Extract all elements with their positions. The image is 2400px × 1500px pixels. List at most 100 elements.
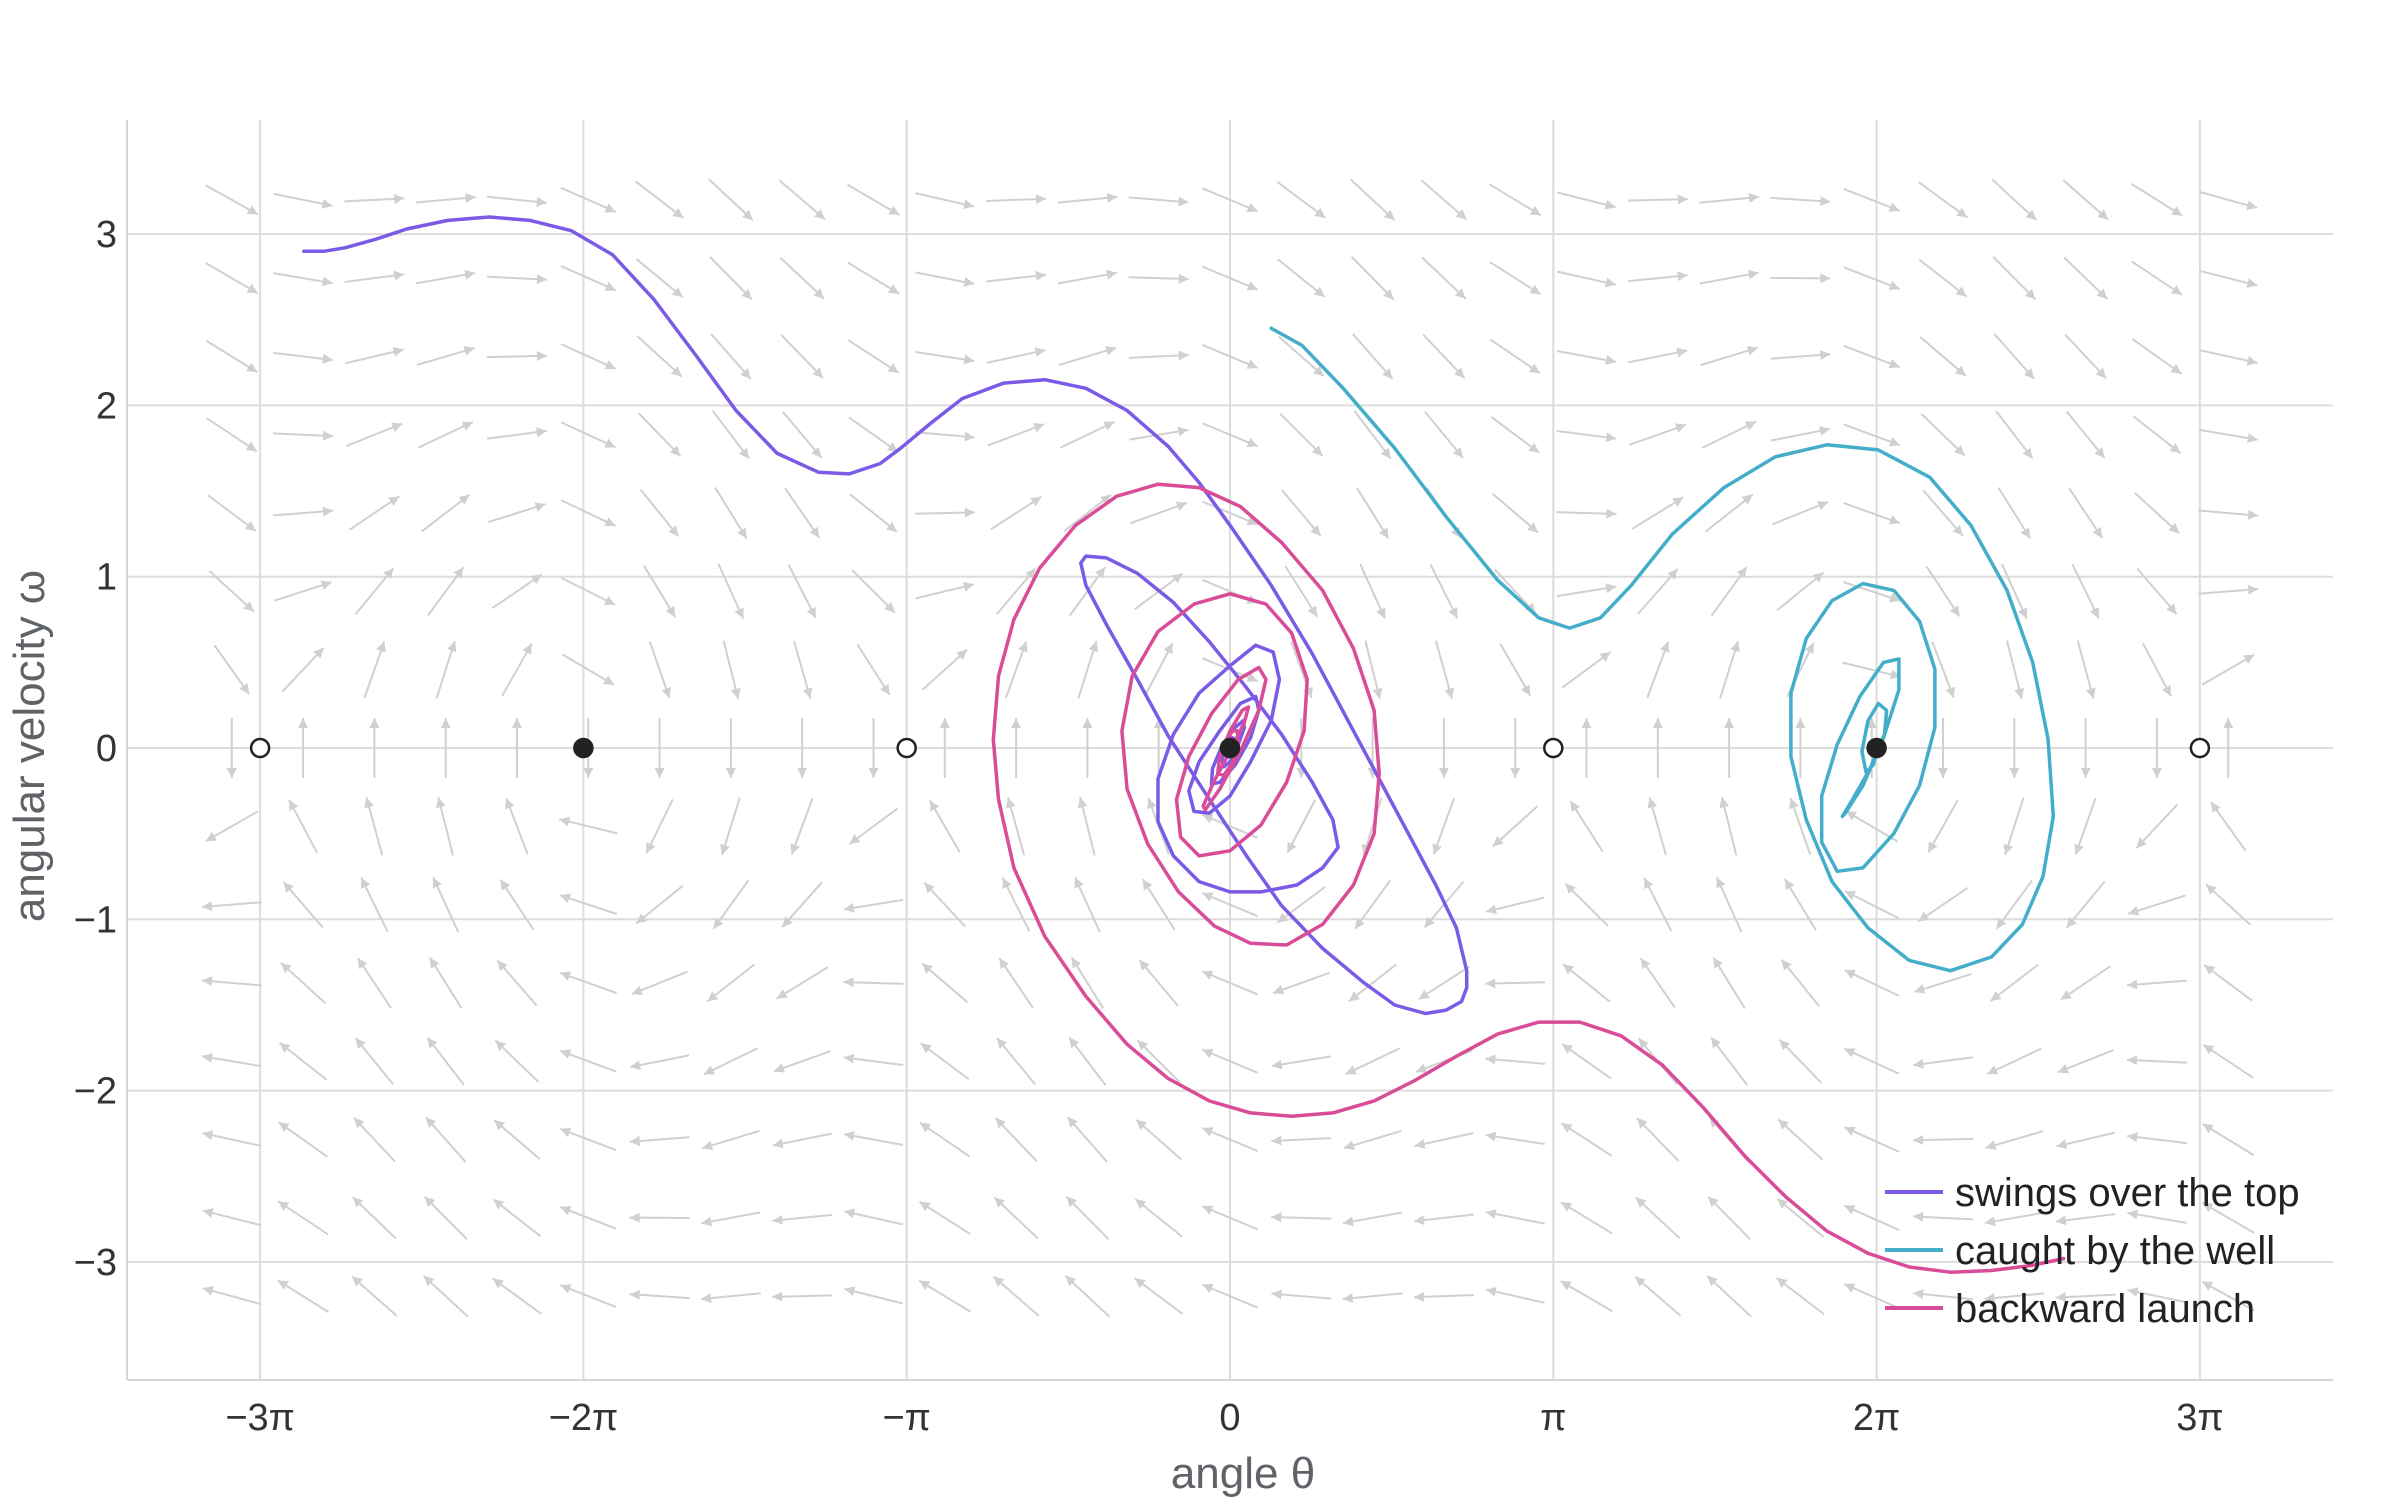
field-arrow [636,335,683,378]
field-arrow-head [1348,991,1360,1002]
field-arrow-head [2056,1139,2068,1150]
field-arrow [648,641,671,699]
field-arrow-head [886,442,899,453]
field-arrow [501,643,533,697]
field-arrow [1004,641,1028,699]
field-arrow [1271,1055,1332,1070]
field-arrow [1556,350,1617,366]
field-arrow [559,1284,617,1309]
field-arrow [206,417,258,453]
field-arrow-head [278,1122,290,1133]
field-arrow-head [1570,801,1580,813]
field-arrow-head [277,1280,289,1290]
field-arrow-shaft [560,186,617,213]
field-arrow [706,963,756,1003]
field-arrow-shaft [493,1119,541,1160]
field-arrow [1560,1280,1613,1313]
series-layer [302,215,2066,1274]
field-arrow-head [2202,1123,2214,1134]
field-arrow-shaft [2203,964,2253,1002]
field-arrow-shaft [2131,338,2182,375]
field-arrow-shaft [1629,423,1687,446]
field-arrow-head [1202,1048,1214,1059]
field-arrow-head [1952,524,1963,536]
field-arrow [1350,256,1395,301]
field-arrow [205,184,259,216]
field-arrow-head [1485,1286,1497,1297]
field-arrow [1992,256,2037,301]
field-arrow-shaft [1271,1055,1332,1068]
field-arrow-head [2246,200,2258,210]
field-arrow-head [604,517,616,527]
field-arrow-head [1781,959,1792,971]
field-arrow-head [239,683,250,695]
field-arrow-shaft [2127,1211,2187,1224]
field-arrow [1271,1135,1332,1146]
field-arrow-head [654,768,665,778]
field-arrow [1057,269,1118,285]
field-arrow-shaft [1485,896,1545,913]
field-arrow-shaft [993,1196,1039,1240]
field-arrow [1364,640,1383,700]
field-arrow [1984,1211,2045,1227]
field-arrow-shaft [273,272,333,285]
field-arrow-head [383,568,394,580]
field-arrow [994,1117,1038,1162]
field-arrow-head [1606,508,1617,519]
field-arrow-head [1913,1211,1924,1222]
x-tick-label: −π [882,1397,930,1439]
field-arrow-head [921,963,933,974]
field-arrow [1066,1116,1109,1163]
field-arrow-head [2247,509,2259,520]
field-arrow-head [2022,447,2033,459]
field-arrow-head [843,977,854,988]
field-arrow [631,970,688,996]
field-arrow-head [355,1037,366,1049]
field-arrow-head [772,1214,783,1225]
unstable-equilibrium [896,737,917,759]
field-arrow-head [1246,359,1258,369]
field-arrow [1276,885,1326,924]
field-arrow-head [671,366,682,377]
field-arrow-head [782,916,793,928]
field-arrow [1138,959,1179,1007]
field-arrow [560,186,617,213]
x-tick-label: 3π [2176,1397,2223,1439]
field-arrow [851,569,896,614]
field-arrow [1485,1209,1545,1225]
field-arrow [288,799,318,854]
field-arrow-head [802,687,813,699]
field-arrow [202,1286,261,1306]
field-arrow-head [1486,904,1497,915]
field-arrow-shaft [1128,276,1189,281]
field-arrow [2198,269,2258,288]
field-arrow-shaft [781,881,823,928]
field-arrow-head [919,1201,931,1212]
x-tick-label: −3π [225,1397,295,1439]
field-arrow-head [1069,1037,1080,1049]
field-arrow [714,487,748,540]
field-arrow [843,977,904,988]
field-arrow-shaft [1776,1197,1825,1238]
field-arrow-shaft [1429,564,1459,619]
field-arrow-head [369,718,380,728]
field-arrow [2060,965,2112,1001]
field-arrow-head [790,843,800,855]
field-arrow-head [1708,1196,1719,1208]
field-arrow [273,430,334,441]
field-arrow [920,1042,970,1080]
field-arrow [1710,1036,1749,1086]
field-arrow-head [1928,841,1938,853]
field-arrow-shaft [915,271,975,285]
field-arrow-shaft [714,487,748,540]
field-arrow-shaft [1989,963,2039,1002]
field-arrow-head [1485,1131,1497,1142]
field-arrow-shaft [1345,1047,1401,1076]
field-arrow [843,1208,903,1226]
field-arrow-head [2127,979,2138,990]
field-arrow-head [843,1053,855,1064]
field-arrow-head [1945,686,1955,698]
field-arrow-head [963,581,974,592]
field-arrow-head [885,521,897,532]
